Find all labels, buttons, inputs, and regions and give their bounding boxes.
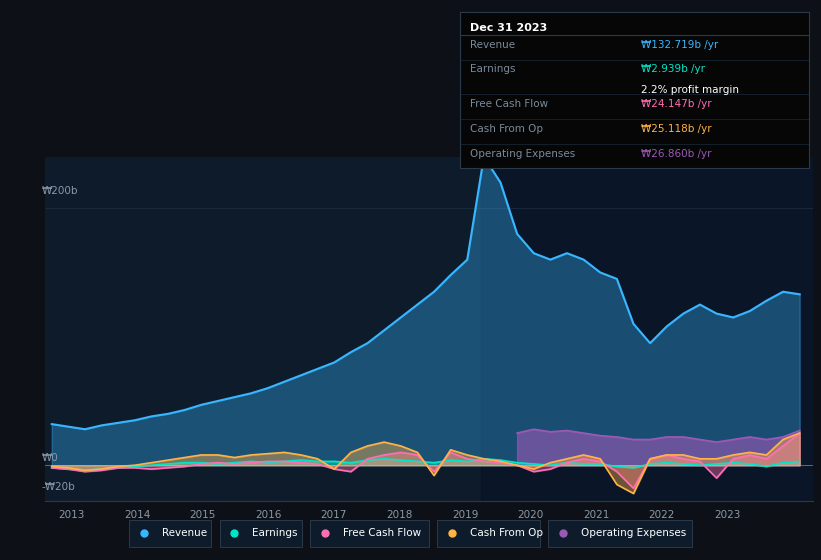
Text: 2.2% profit margin: 2.2% profit margin [641,86,739,96]
Text: ₩132.719b /yr: ₩132.719b /yr [641,40,718,50]
Text: Revenue: Revenue [162,529,207,538]
Text: Earnings: Earnings [470,64,516,74]
FancyBboxPatch shape [438,520,540,547]
Text: Cash From Op: Cash From Op [470,529,543,538]
Text: ₩26.860b /yr: ₩26.860b /yr [641,148,712,158]
Text: Operating Expenses: Operating Expenses [581,529,686,538]
Text: Revenue: Revenue [470,40,516,50]
Text: Free Cash Flow: Free Cash Flow [470,99,548,109]
FancyBboxPatch shape [220,520,301,547]
Text: Cash From Op: Cash From Op [470,124,544,134]
Text: Earnings: Earnings [253,529,298,538]
Text: -₩20b: -₩20b [41,483,75,492]
Text: Operating Expenses: Operating Expenses [470,148,576,158]
Text: Dec 31 2023: Dec 31 2023 [470,23,548,33]
Text: ₩2.939b /yr: ₩2.939b /yr [641,64,705,74]
Text: ₩200b: ₩200b [41,186,78,196]
Text: Free Cash Flow: Free Cash Flow [343,529,421,538]
Text: ₩24.147b /yr: ₩24.147b /yr [641,99,712,109]
FancyBboxPatch shape [130,520,212,547]
FancyBboxPatch shape [548,520,692,547]
Text: ₩0: ₩0 [41,454,58,463]
Bar [481,157,813,501]
FancyBboxPatch shape [310,520,429,547]
Text: ₩25.118b /yr: ₩25.118b /yr [641,124,712,134]
